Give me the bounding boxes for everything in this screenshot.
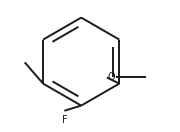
Text: F: F <box>62 115 67 125</box>
Text: O: O <box>107 72 115 82</box>
